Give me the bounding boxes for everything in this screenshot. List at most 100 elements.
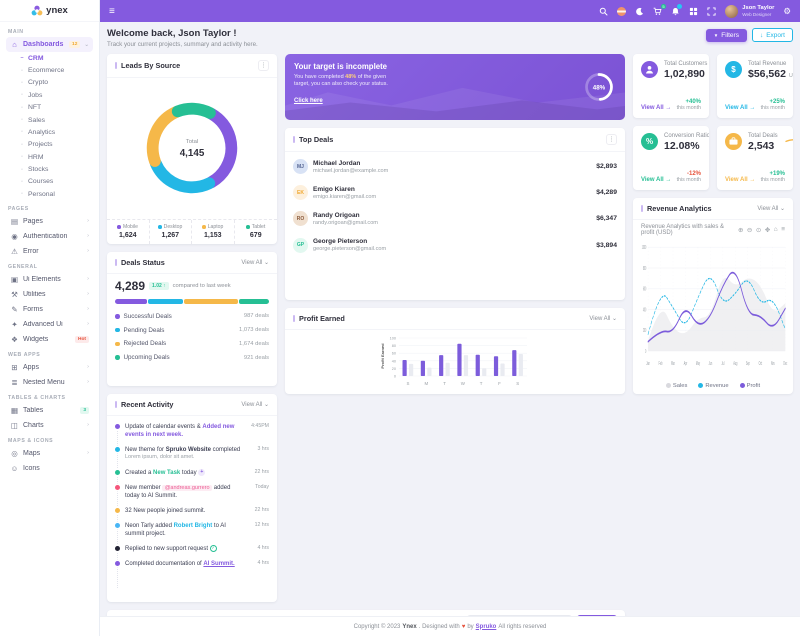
sidebar-item[interactable]: ⌂ Dashboards 12 ⌄: [6, 37, 93, 52]
activity-item: New member @andreas.gurrero added today …: [115, 480, 269, 503]
sidebar-section-label: TABLES & CHARTS: [8, 394, 66, 401]
sidebar-subitem[interactable]: ◦ Projects: [17, 139, 93, 151]
leads-legend-value: 1,153: [203, 231, 222, 239]
sidebar-item-icon: ◫: [10, 420, 19, 430]
top-deal-row[interactable]: GP George Pieterson george.pieterson@gma…: [293, 232, 617, 258]
hamburger-menu-icon[interactable]: ≡: [109, 5, 115, 17]
sidebar-subitem[interactable]: ◦ Courses: [17, 176, 93, 188]
sidebar-item[interactable]: ▣ Ui Elements ›: [6, 272, 93, 287]
view-all-link[interactable]: View All →: [641, 176, 672, 183]
footer-vendor-link[interactable]: Spruko: [475, 623, 497, 630]
search-icon[interactable]: [599, 7, 608, 16]
deal-person-email: randy.origoan@gmail.com: [313, 220, 378, 227]
view-all-dropdown[interactable]: View All ⌄: [589, 315, 617, 322]
plus-chip-icon[interactable]: +: [198, 468, 206, 476]
chart-tool-icon[interactable]: ⊙: [755, 226, 762, 234]
deals-icon: [725, 132, 742, 150]
activity-link[interactable]: AI Summit.: [203, 560, 235, 567]
sidebar-item[interactable]: ☺ Icons: [6, 461, 93, 476]
search-input[interactable]: [466, 614, 572, 616]
sidebar-subitem[interactable]: ◦ Crypto: [17, 77, 93, 89]
top-deal-row[interactable]: RO Randy Origoan randy.origoan@gmail.com…: [293, 206, 617, 232]
target-highlight: 48%: [345, 73, 357, 80]
notifications-bell-icon[interactable]: [671, 4, 683, 16]
chart-tool-icon[interactable]: ⊖: [746, 226, 753, 234]
settings-gear-icon[interactable]: ⚙: [783, 5, 791, 16]
activity-link[interactable]: New Task: [153, 469, 181, 476]
sidebar-subitem-label: Courses: [28, 178, 54, 186]
sidebar-subitem[interactable]: – CRM: [17, 52, 93, 64]
sidebar-item-icon: ⚠: [11, 246, 18, 256]
activity-link[interactable]: Robert Bright: [173, 522, 213, 529]
language-flag-icon[interactable]: [617, 6, 627, 16]
view-all-link[interactable]: View All →: [725, 176, 756, 183]
sidebar-item[interactable]: ◉ Authentication ›: [6, 229, 93, 244]
mention-badge[interactable]: @andreas.gurrero: [162, 484, 213, 491]
top-deal-row[interactable]: EK Emigo Kiaren emigo.kiaren@gmail.com $…: [293, 180, 617, 206]
sidebar-subitem[interactable]: ◦ Personal: [17, 188, 93, 200]
activity-text: Neon Tarly added: [125, 522, 174, 529]
fullscreen-icon[interactable]: [707, 6, 716, 16]
svg-text:M: M: [424, 381, 428, 386]
sidebar-subitem[interactable]: ◦ HRM: [17, 151, 93, 163]
view-all-dropdown[interactable]: View All ⌄: [241, 401, 269, 408]
click-here-link[interactable]: Click here: [294, 98, 323, 105]
sidebar-subitem[interactable]: ◦ Stocks: [17, 163, 93, 175]
sidebar-subitem[interactable]: ◦ Ecommerce: [17, 64, 93, 76]
sidebar-item[interactable]: ▦ Tables 3: [6, 403, 93, 418]
dark-mode-icon[interactable]: [635, 7, 644, 16]
svg-text:May: May: [696, 359, 701, 366]
user-profile[interactable]: Json Taylor Web Designer: [725, 4, 774, 18]
sidebar-item[interactable]: ✎ Forms ›: [6, 302, 93, 317]
sidebar-item-icon: ▦: [10, 405, 19, 415]
sidebar-item-icon: ✦: [11, 319, 18, 329]
view-all-dropdown[interactable]: View All ⌄: [241, 259, 269, 266]
chart-tool-icon[interactable]: ≡: [781, 225, 785, 233]
activity-item: Created a New Task today + 22 hrs: [115, 465, 269, 480]
sidebar-subitem[interactable]: ◦ NFT: [17, 102, 93, 114]
sidebar-item-label: Charts: [23, 421, 44, 429]
apps-grid-icon[interactable]: [689, 7, 698, 16]
svg-text:Aug: Aug: [733, 359, 737, 366]
sidebar-subitem[interactable]: ◦ Sales: [17, 114, 93, 126]
sidebar-item[interactable]: ❖ Widgets Hot: [6, 332, 93, 347]
brand-logo[interactable]: ynex: [0, 0, 99, 22]
sidebar-section: TABLES & CHARTS ▦ Tables 3: [6, 395, 93, 433]
avatar: MJ: [293, 159, 308, 175]
sidebar-item[interactable]: ⚠ Error ›: [6, 244, 93, 259]
chart-tool-icon[interactable]: ⊕: [737, 226, 744, 234]
sidebar-item-label: Maps: [23, 449, 41, 457]
page-footer: Copyright © 2023 Ynex. Designed with ♥ b…: [100, 616, 800, 636]
stat-unit: USD: [788, 72, 793, 79]
cart-icon[interactable]: 5: [653, 3, 667, 16]
svg-text:4,145: 4,145: [180, 148, 205, 159]
sidebar-item[interactable]: ⚒ Utilities ›: [6, 287, 93, 302]
activity-time: Today: [255, 483, 269, 490]
stat-title: Conversion Ratio: [664, 132, 709, 139]
sidebar-item[interactable]: ◎ Maps ›: [6, 446, 93, 461]
sidebar-item[interactable]: ≣ Nested Menu ›: [6, 375, 93, 390]
view-all-link[interactable]: View All →: [725, 104, 756, 111]
export-button[interactable]: ↓ Export: [751, 28, 793, 42]
header-icons: 5 Json Taylor Web Designer ⚙: [599, 3, 791, 18]
sidebar-section-label: MAIN: [8, 29, 24, 35]
sidebar-item[interactable]: ⊞ Apps ›: [6, 360, 93, 375]
sidebar-subitem[interactable]: ◦ Jobs: [17, 89, 93, 101]
kebab-menu-icon[interactable]: ⋮: [606, 133, 617, 145]
chart-tool-icon[interactable]: ✥: [764, 226, 771, 234]
sidebar-item[interactable]: ◫ Charts ›: [6, 418, 93, 433]
top-deal-row[interactable]: MJ Michael Jordan michael.jordan@example…: [293, 154, 617, 180]
card-title: Top Deals: [293, 135, 333, 144]
profit-earned-chart: 0 20 40 60 80 100 Profit Earned S M T W T F S: [380, 336, 527, 386]
activity-link[interactable]: Added new events in next week.: [125, 423, 235, 438]
chart-tool-icon[interactable]: ⌂: [773, 225, 778, 233]
view-all-dropdown[interactable]: View All ⌄: [757, 205, 785, 212]
sidebar-item[interactable]: ▤ Pages ›: [6, 214, 93, 229]
status-dot: [115, 314, 120, 319]
kebab-menu-icon[interactable]: ⋮: [258, 59, 269, 71]
view-all-link[interactable]: View All →: [641, 104, 672, 111]
filters-button[interactable]: ▼ Filters: [705, 28, 747, 42]
sort-by-button[interactable]: Sort By⌄: [576, 615, 617, 616]
sidebar-subitem[interactable]: ◦ Analytics: [17, 126, 93, 138]
sidebar-item[interactable]: ✦ Advanced Ui ›: [6, 317, 93, 332]
